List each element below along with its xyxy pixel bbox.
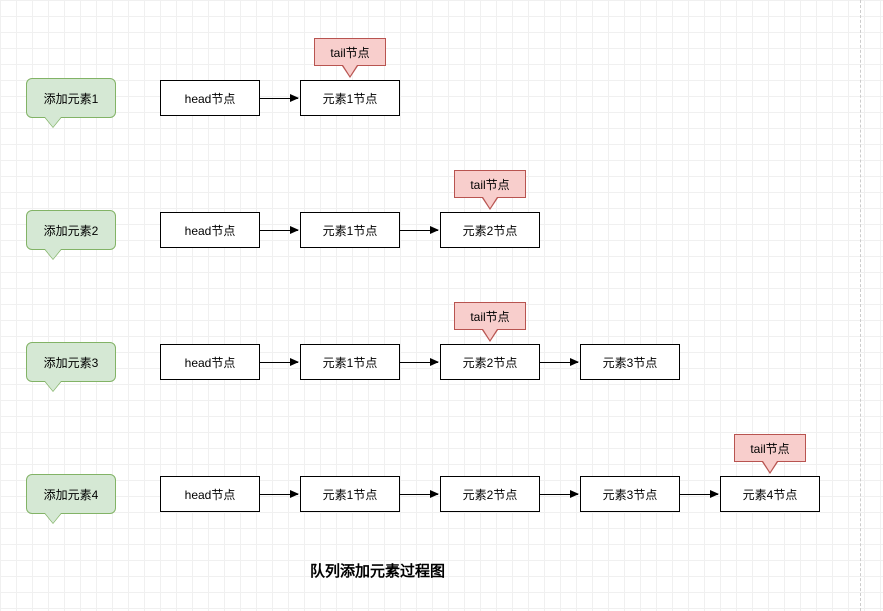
arrow: [680, 494, 718, 495]
arrow: [400, 494, 438, 495]
node-box: 元素3节点: [580, 476, 680, 512]
tail-callout: tail节点: [734, 434, 806, 462]
diagram-canvas: 添加元素1head节点元素1节点tail节点添加元素2head节点元素1节点元素…: [0, 0, 883, 611]
tail-callout: tail节点: [454, 302, 526, 330]
arrow: [260, 494, 298, 495]
node-box: 元素1节点: [300, 344, 400, 380]
arrow: [260, 98, 298, 99]
step-bubble: 添加元素1: [26, 78, 116, 118]
step-bubble: 添加元素3: [26, 342, 116, 382]
arrow: [540, 494, 578, 495]
node-box: 元素2节点: [440, 344, 540, 380]
node-box: 元素2节点: [440, 212, 540, 248]
node-box: head节点: [160, 212, 260, 248]
tail-callout: tail节点: [314, 38, 386, 66]
diagram-title: 队列添加元素过程图: [310, 560, 445, 581]
step-bubble: 添加元素4: [26, 474, 116, 514]
node-box: 元素1节点: [300, 476, 400, 512]
tail-callout: tail节点: [454, 170, 526, 198]
node-box: 元素1节点: [300, 80, 400, 116]
node-box: head节点: [160, 476, 260, 512]
arrow: [540, 362, 578, 363]
node-box: 元素3节点: [580, 344, 680, 380]
node-box: head节点: [160, 80, 260, 116]
node-box: 元素4节点: [720, 476, 820, 512]
arrow: [400, 230, 438, 231]
node-box: head节点: [160, 344, 260, 380]
node-box: 元素1节点: [300, 212, 400, 248]
arrow: [260, 230, 298, 231]
step-bubble: 添加元素2: [26, 210, 116, 250]
arrow: [400, 362, 438, 363]
arrow: [260, 362, 298, 363]
node-box: 元素2节点: [440, 476, 540, 512]
